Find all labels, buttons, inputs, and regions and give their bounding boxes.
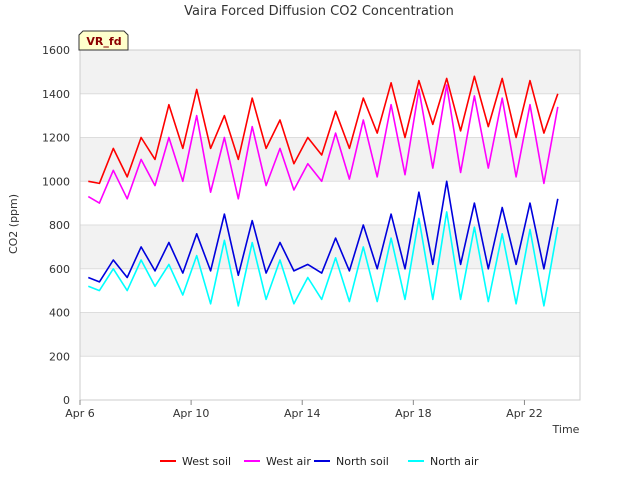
plot-frame	[79, 49, 581, 401]
series-line	[88, 180, 559, 283]
series-line	[88, 75, 559, 185]
plot-band	[80, 312, 580, 357]
badge-label: VR_fd	[86, 35, 121, 48]
y-tick-label: 400	[49, 307, 70, 320]
x-axis-label: Time	[552, 423, 580, 436]
x-tick-label: Apr 14	[284, 407, 321, 420]
badge-box	[78, 30, 129, 51]
x-tick-label: Apr 18	[395, 407, 432, 420]
legend-entry: West soil	[182, 455, 231, 468]
y-axis: 0 200 400 600 800 1000 1200 1400 1600	[42, 44, 70, 407]
y-tick-label: 1200	[42, 132, 70, 145]
y-tick-label: 1400	[42, 88, 70, 101]
badge: VR_fd	[78, 30, 129, 51]
y-tick-label: 1600	[42, 44, 70, 57]
x-tick-label: Apr 6	[65, 407, 95, 420]
legend: West soil West air North soil North air	[160, 455, 479, 468]
y-tick-label: 200	[49, 350, 70, 363]
plot-background	[80, 50, 580, 357]
chart-title: Vaira Forced Diffusion CO2 Concentration	[184, 4, 454, 19]
y-tick-label: 600	[49, 263, 70, 276]
x-tick-label: Apr 22	[506, 407, 543, 420]
x-tick-label: Apr 10	[173, 407, 210, 420]
y-tick-label: 800	[49, 219, 70, 232]
x-axis: Apr 6 Apr 10 Apr 14 Apr 18 Apr 22	[65, 400, 543, 420]
y-tick-label: 0	[63, 394, 70, 407]
plot-band	[80, 50, 580, 94]
series-line	[87, 84, 559, 204]
y-axis-label: CO2 (ppm)	[7, 194, 20, 254]
y-tick-label: 1000	[42, 175, 70, 188]
series-lines	[87, 75, 559, 307]
series-line	[88, 211, 559, 307]
legend-entry: West air	[266, 455, 311, 468]
legend-entry: North soil	[336, 455, 389, 468]
legend-entry: North air	[430, 455, 479, 468]
